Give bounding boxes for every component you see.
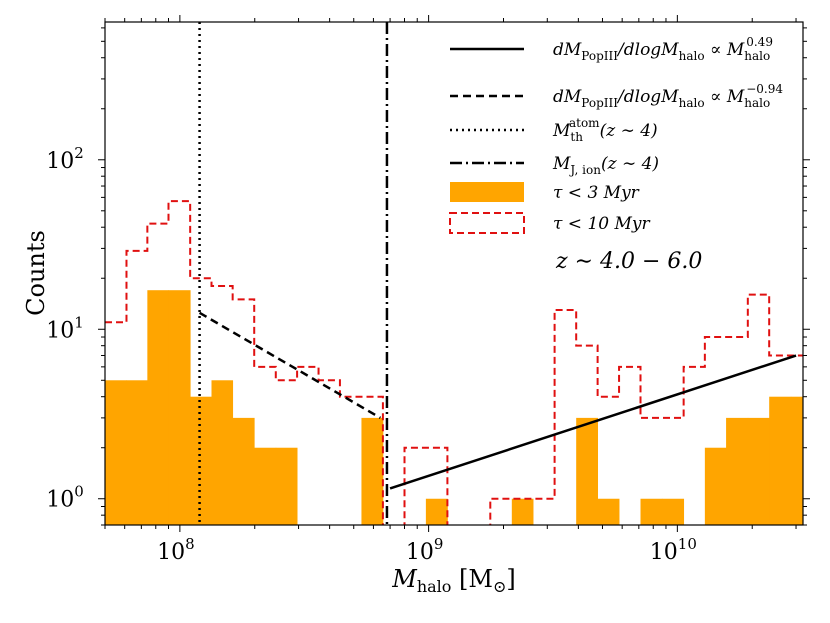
legend-swatch-step: [449, 212, 525, 234]
bar-tau3-15: [425, 498, 448, 525]
fit-line-dashed: [198, 311, 382, 419]
threshold-lines: [198, 22, 389, 525]
bar-tau3-8: [275, 447, 298, 525]
x-tick-label: 1010: [650, 535, 697, 565]
legend-label-part: /dlogM: [616, 40, 679, 60]
bar-tau3-6: [232, 417, 255, 525]
y-tick-label: 100: [46, 483, 84, 513]
x-axis-label-unit-close: ]: [506, 565, 515, 593]
x-tick-base: 10: [406, 540, 434, 565]
bar-tau3-29: [726, 417, 749, 525]
x-axis-label: Mhalo [M⊙]: [391, 565, 516, 596]
bar-tau3-26: [661, 498, 685, 525]
legend-swatch-filled: [450, 182, 524, 202]
y-tick-exp: 2: [74, 144, 84, 162]
bar-tau3-22: [576, 417, 599, 525]
legend-label-part: 0.49: [746, 35, 773, 49]
legend-label-part: halo: [679, 49, 705, 63]
y-axis-label: Counts: [22, 230, 50, 316]
bar-tau3-4: [190, 396, 212, 525]
legend-label-part: /dlogM: [616, 87, 679, 107]
legend-label-part: dM: [553, 87, 582, 107]
legend-label-part: dM: [553, 40, 582, 60]
bar-tau3-2: [147, 290, 169, 525]
x-axis-label-unit-sub: ⊙: [493, 577, 506, 596]
bar-tau3-31: [769, 396, 792, 525]
legend-item-tau10: τ < 10 Myr: [449, 212, 651, 234]
bar-tau3-12: [361, 417, 384, 525]
legend-label-part: PopIII: [581, 49, 618, 63]
bar-tau3-5: [211, 380, 234, 525]
legend-item-solid_fit: dMPopIII/dlogMhalo ∝ Mhalo0.49: [450, 35, 773, 63]
legend-label-part: halo: [679, 96, 705, 110]
bar-tau3-3: [168, 290, 191, 525]
x-tick-label: 108: [157, 535, 195, 565]
bar-tau3-28: [704, 447, 727, 525]
x-axis-label-sub: halo: [417, 577, 452, 596]
legend-label: Mthatom(z ∼ 4): [552, 116, 658, 144]
legend-label-part: (z ∼ 4): [601, 154, 659, 174]
x-tick-exp: 10: [678, 535, 697, 553]
legend-label-part: atom: [569, 116, 600, 130]
y-tick-base: 10: [46, 149, 74, 174]
legend-label-part: ∝ M: [705, 40, 745, 60]
series-tau-3myr: [105, 290, 803, 525]
y-tick-base: 10: [46, 488, 74, 513]
fit-lines: [198, 311, 797, 490]
bar-tau3-7: [254, 447, 277, 525]
x-tick-exp: 9: [434, 535, 444, 553]
legend: dMPopIII/dlogMhalo ∝ Mhalo0.49dMPopIII/d…: [449, 35, 783, 234]
y-tick-label: 102: [46, 144, 84, 174]
legend-label-part: −0.94: [746, 82, 783, 96]
redshift-annotation: z ∼ 4.0 − 6.0: [555, 249, 702, 274]
legend-item-dashed_fit: dMPopIII/dlogMhalo ∝ Mhalo−0.94: [450, 82, 783, 110]
axis-ticks: [98, 15, 810, 532]
bar-tau3-1: [126, 380, 148, 525]
x-tick-base: 10: [157, 540, 185, 565]
legend-label: τ < 3 Myr: [553, 183, 640, 203]
bar-tau3-19: [511, 498, 534, 525]
legend-item-m_j: MJ, ion(z ∼ 4): [450, 154, 659, 177]
fit-line-solid: [389, 354, 797, 490]
legend-label: MJ, ion(z ∼ 4): [552, 154, 659, 177]
y-tick-exp: 0: [74, 483, 84, 501]
legend-label-part: ∝ M: [705, 87, 745, 107]
bar-tau3-25: [640, 498, 663, 525]
legend-item-tau3: τ < 3 Myr: [450, 182, 640, 203]
legend-label-part: M: [552, 154, 571, 174]
bar-tau3-32: [790, 396, 803, 525]
bar-tau3-0: [105, 380, 127, 525]
legend-label-part: (z ∼ 4): [600, 121, 658, 141]
x-axis-label-main: M: [391, 565, 418, 593]
legend-label-part: M: [552, 121, 571, 141]
x-tick-exp: 8: [185, 535, 195, 553]
legend-label: dMPopIII/dlogMhalo ∝ Mhalo−0.94: [553, 82, 783, 110]
legend-label-part: τ < 3 Myr: [553, 183, 640, 203]
legend-label-part: halo: [744, 96, 770, 110]
y-tick-exp: 1: [74, 313, 84, 331]
legend-label: dMPopIII/dlogMhalo ∝ Mhalo0.49: [553, 35, 773, 63]
y-tick-label: 101: [46, 313, 84, 343]
legend-label: τ < 10 Myr: [553, 214, 651, 234]
x-tick-base: 10: [650, 540, 678, 565]
bar-tau3-30: [747, 417, 770, 525]
x-tick-label: 109: [406, 535, 444, 565]
legend-label-part: halo: [744, 49, 770, 63]
y-tick-base: 10: [46, 318, 74, 343]
legend-label-part: PopIII: [581, 96, 618, 110]
legend-label-part: τ < 10 Myr: [553, 214, 651, 234]
bar-tau3-23: [597, 498, 620, 525]
axes-frame: [104, 21, 804, 526]
x-axis-label-unit: [M: [451, 565, 493, 593]
legend-label-part: th: [570, 130, 583, 144]
legend-label-part: J, ion: [568, 163, 601, 177]
legend-item-m_th: Mthatom(z ∼ 4): [450, 116, 658, 144]
